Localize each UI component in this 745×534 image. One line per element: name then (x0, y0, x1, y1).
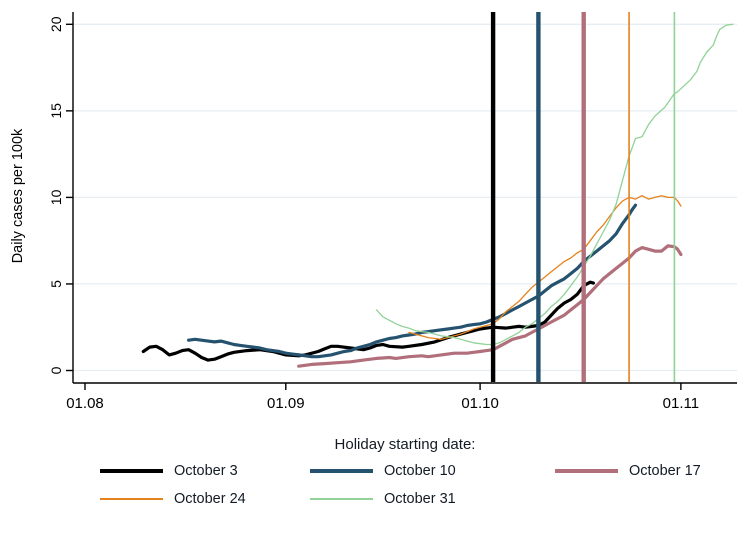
y-tick-label: 0 (48, 366, 64, 374)
legend-entry-october-3: October 3 (100, 462, 238, 480)
legend: Holiday starting date: October 3 October… (0, 430, 745, 534)
series-line-october-24 (408, 195, 682, 340)
legend-entry-october-24: October 24 (100, 490, 246, 508)
legend-entry-october-17: October 17 (555, 462, 701, 480)
legend-label-october-31: October 31 (384, 491, 456, 507)
x-tick-label: 01.11 (663, 395, 699, 412)
legend-swatch-october-17 (555, 469, 618, 473)
series-line-october-10 (187, 203, 638, 359)
legend-entry-october-10: October 10 (310, 462, 456, 480)
legend-title: Holiday starting date: (334, 436, 476, 453)
x-tick-label: 01.10 (461, 395, 499, 412)
legend-swatch-october-10 (310, 469, 373, 473)
y-tick-label: 5 (48, 280, 64, 288)
series-line-october-31 (375, 23, 734, 346)
y-axis-title: Daily cases per 100k (10, 128, 26, 263)
legend-entry-october-31: October 31 (310, 490, 456, 508)
line-plot: 0 5 10 15 20 01.08 01.09 01.10 01.11 Daily cases … (10, 12, 737, 412)
legend-label-october-3: October 3 (174, 463, 238, 479)
legend-swatch-october-24 (100, 498, 163, 500)
x-tick-label: 01.09 (267, 395, 305, 412)
x-tick-label: 01.08 (66, 395, 104, 412)
legend-label-october-10: October 10 (384, 463, 456, 479)
y-tick-label: 20 (48, 16, 64, 32)
legend-label-october-17: October 17 (629, 463, 701, 479)
y-tick-label: 10 (48, 189, 64, 205)
y-tick-label: 15 (48, 103, 64, 119)
legend-label-october-24: October 24 (174, 491, 246, 507)
legend-swatch-october-3 (100, 469, 163, 473)
series-line-october-17 (297, 244, 683, 368)
legend-swatch-october-31 (310, 498, 373, 500)
